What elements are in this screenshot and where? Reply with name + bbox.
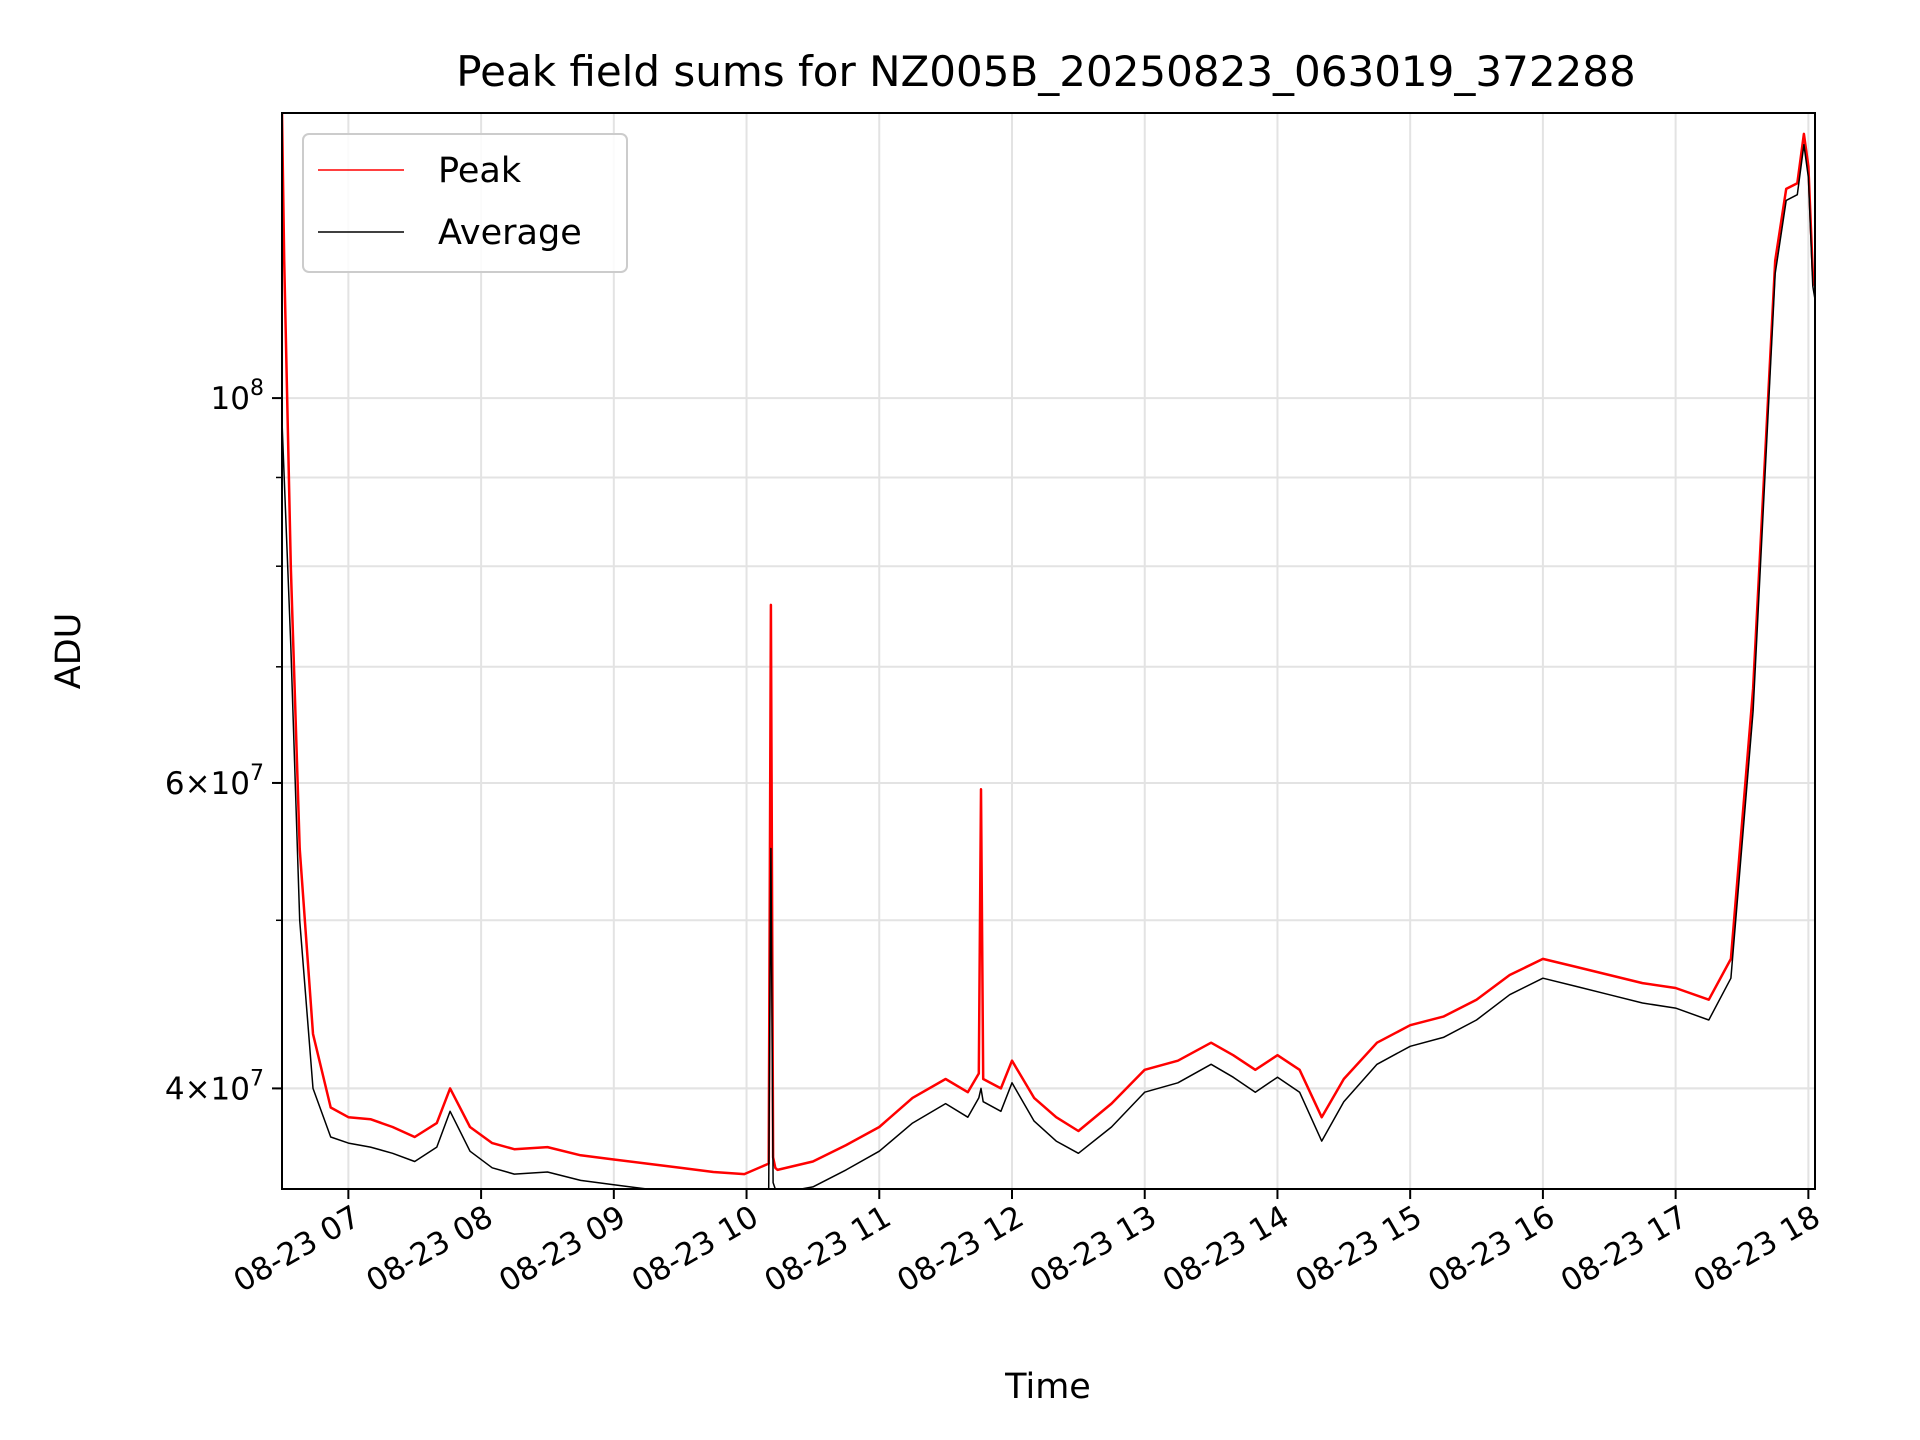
chart-title: Peak field sums for NZ005B_20250823_0630…: [456, 47, 1635, 96]
plot-frame: [281, 112, 1816, 1190]
series-line-peak: [282, 113, 1815, 1176]
y-tick-exponent: 8: [250, 376, 264, 401]
legend-label-average: Average: [438, 213, 582, 253]
y-tick-exponent: 7: [250, 1066, 264, 1091]
legend-box: [302, 133, 628, 273]
y-tick-times: ×: [185, 766, 211, 802]
y-tick-label: 4×107: [165, 1066, 264, 1107]
y-tick-base: 10: [211, 1071, 250, 1107]
y-tick-mantissa: 4: [165, 1071, 185, 1107]
legend: Peak Average: [302, 133, 628, 273]
y-tick-label: 108: [211, 376, 264, 417]
plot-lines: [282, 113, 1815, 1189]
y-axis-title: ADU: [49, 613, 89, 690]
y-tick-times: ×: [185, 1071, 211, 1107]
y-tick-mantissa: 6: [165, 766, 185, 802]
y-tick-base: 10: [211, 766, 250, 802]
grid: [282, 113, 1815, 1189]
legend-label-peak: Peak: [438, 151, 522, 191]
x-axis-title: Time: [1004, 1367, 1091, 1407]
y-tick-exponent: 7: [250, 761, 264, 786]
y-tick-base: 10: [211, 381, 250, 417]
y-tick-label: 6×107: [165, 761, 264, 802]
series-line-average: [282, 143, 1815, 1189]
